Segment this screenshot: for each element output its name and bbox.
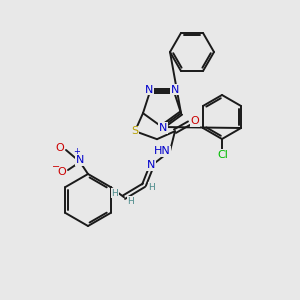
Text: H: H — [112, 189, 118, 198]
Text: S: S — [131, 126, 139, 136]
Text: O: O — [56, 143, 64, 153]
Text: HN: HN — [154, 146, 170, 156]
Text: N: N — [159, 123, 167, 133]
Text: H: H — [148, 183, 155, 192]
Text: O: O — [190, 116, 200, 126]
Text: N: N — [76, 155, 84, 165]
Text: Cl: Cl — [218, 150, 228, 160]
Text: N: N — [145, 85, 153, 95]
Text: N: N — [171, 85, 179, 95]
Text: N: N — [147, 160, 155, 170]
Text: −: − — [52, 162, 60, 172]
Text: H: H — [128, 197, 134, 206]
Text: +: + — [74, 148, 80, 157]
Text: O: O — [58, 167, 66, 177]
